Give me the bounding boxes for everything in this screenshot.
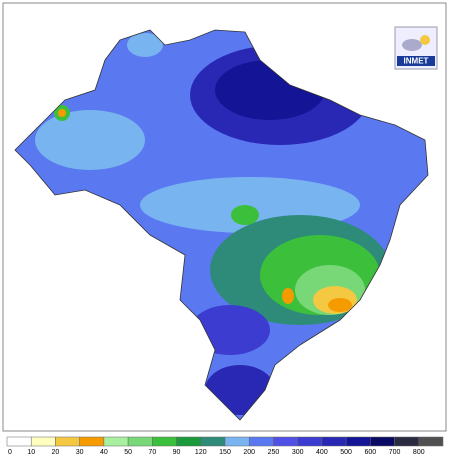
rain-zone (328, 298, 352, 312)
legend-swatch (394, 436, 420, 447)
legend-swatch (6, 436, 32, 447)
legend-label: 300 (292, 449, 304, 456)
legend-label: 40 (100, 449, 108, 456)
legend-label: 120 (195, 449, 207, 456)
legend-swatch (321, 436, 347, 447)
legend-swatch (30, 436, 56, 447)
legend-swatch (370, 436, 395, 447)
legend-swatch (200, 436, 226, 447)
legend-swatch (152, 436, 177, 447)
legend-label: 250 (268, 449, 280, 456)
legend-label: 400 (316, 449, 328, 456)
legend-swatch (103, 436, 129, 447)
legend-label: 30 (76, 449, 84, 456)
rain-zone (35, 110, 145, 170)
legend-swatch (176, 436, 202, 447)
legend-label: 0 (8, 449, 12, 456)
legend-label: 150 (219, 449, 231, 456)
legend-swatch (79, 436, 105, 447)
legend-label: 500 (340, 449, 352, 456)
rain-zone (58, 109, 66, 117)
legend-swatch (273, 436, 298, 447)
legend-swatch (127, 436, 153, 447)
rain-zone (282, 288, 294, 304)
legend-swatch (55, 436, 80, 447)
country-outline (14, 29, 429, 421)
legend-label: 50 (124, 449, 132, 456)
legend-label: 200 (243, 449, 255, 456)
logo-band (397, 56, 435, 66)
rain-zone (127, 33, 163, 57)
legend-swatch (345, 436, 371, 447)
legend-label: 600 (364, 449, 376, 456)
legend-label: 20 (52, 449, 60, 456)
legend-label: 700 (389, 449, 401, 456)
rain-zone (231, 205, 259, 225)
legend-label: 70 (148, 449, 156, 456)
logo-cloud (402, 39, 422, 51)
logo-text: INMET (404, 57, 429, 66)
legend-swatch (248, 436, 274, 447)
legend-swatch (297, 436, 323, 447)
legend-swatch (418, 436, 444, 447)
legend: 0 10 20 30 40 50 70 90 120 150 200 250 300 400 500 600 7… (6, 436, 444, 456)
legend-label: 10 (27, 449, 35, 456)
legend-swatch (224, 436, 250, 447)
logo-sun (420, 35, 430, 45)
legend-label: 90 (173, 449, 181, 456)
legend-label: 800 (413, 449, 425, 456)
